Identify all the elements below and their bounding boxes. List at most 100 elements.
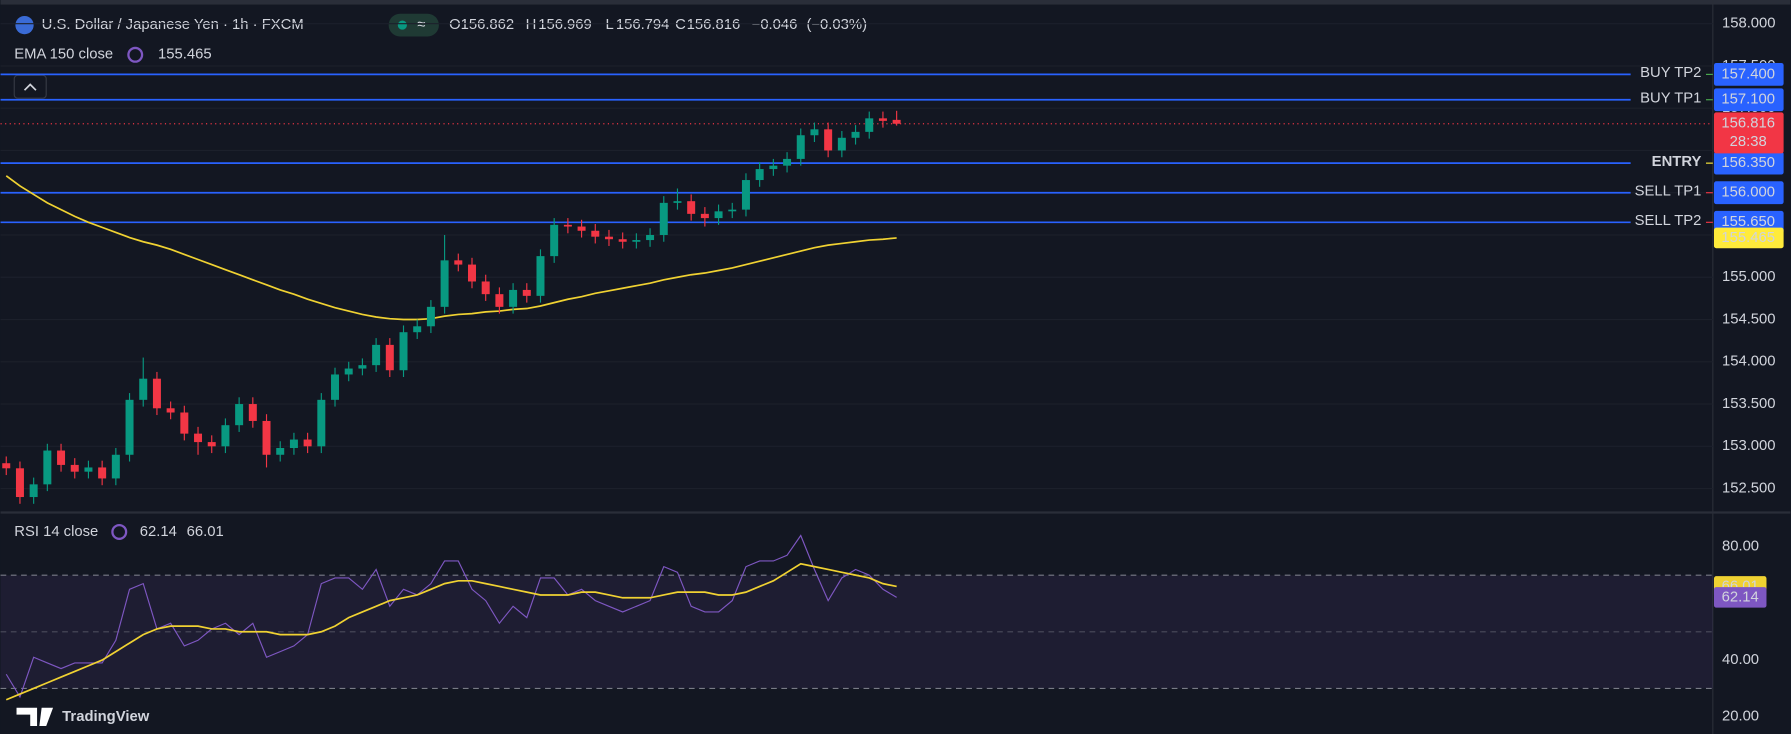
candle-body <box>358 365 367 369</box>
y-tick-label: 154.500 <box>1722 311 1776 327</box>
candle-body <box>413 326 422 333</box>
candle-body <box>152 378 161 409</box>
rsi-ma-value: 66.01 <box>187 524 224 540</box>
ema-price: 155.465 <box>1721 230 1775 246</box>
candle-body <box>878 118 887 121</box>
candle-body <box>235 404 244 426</box>
candle-body <box>741 180 750 210</box>
candle-body <box>824 129 833 151</box>
candle-body <box>331 374 340 400</box>
level-name: SELL TP1 <box>1635 184 1702 200</box>
candle-body <box>194 433 203 443</box>
candle-body <box>125 399 134 455</box>
candle-body <box>522 289 531 296</box>
y-tick-label: 80.00 <box>1722 539 1759 555</box>
indicator-line <box>5 562 897 701</box>
candle-body <box>440 260 449 307</box>
candle-body <box>289 439 298 449</box>
candle-body <box>276 448 285 455</box>
candle-body <box>659 202 668 235</box>
y-tick-label: 155.000 <box>1722 269 1776 285</box>
ohlc-value: 156.816 <box>687 17 741 33</box>
candle-body <box>618 239 627 242</box>
ohlc-letter: L <box>606 17 614 33</box>
level-price: 157.100 <box>1721 92 1775 108</box>
candle-body <box>43 450 52 485</box>
brand-logo <box>16 707 54 727</box>
candle-body <box>837 137 846 151</box>
level-price: 155.650 <box>1721 214 1775 230</box>
candle-body <box>769 165 778 170</box>
countdown: 28:38 <box>1730 134 1767 150</box>
ohlc-value: 156.862 <box>461 17 515 33</box>
candle-body <box>509 289 518 307</box>
y-tick-label: 20.00 <box>1722 709 1759 725</box>
rsi-legend: RSI 14 close <box>14 524 98 540</box>
level-price-box <box>1713 151 1784 175</box>
collapse-icon <box>23 83 37 91</box>
candle-body <box>15 468 24 498</box>
symbol-title: U.S. Dollar / Japanese Yen · 1h · FXCM <box>42 17 304 33</box>
candle-body <box>646 234 655 241</box>
candle-body <box>303 439 312 447</box>
collapse-button[interactable] <box>13 74 47 99</box>
candle-body <box>344 368 353 375</box>
market-status <box>388 13 439 37</box>
ohlc-value: 156.794 <box>616 17 670 33</box>
candle-body <box>687 201 696 214</box>
level-name: SELL TP2 <box>1635 213 1702 229</box>
candle-body <box>851 131 860 138</box>
ema-value: 155.465 <box>158 47 212 63</box>
candle-body <box>426 306 435 327</box>
ema-line <box>5 175 897 321</box>
candle-body <box>399 332 408 371</box>
top-border <box>0 0 1791 5</box>
last-price-box <box>1713 112 1784 154</box>
candle-body <box>84 467 93 472</box>
candle-body <box>550 224 559 257</box>
candle-body <box>221 425 230 447</box>
level-price-box <box>1713 88 1784 112</box>
status-dot <box>397 20 407 30</box>
indicator-icon <box>111 523 128 540</box>
candle-body <box>481 281 490 295</box>
y-tick-label: 153.000 <box>1722 438 1776 454</box>
brand-name: TradingView <box>62 709 150 725</box>
indicator-price-box <box>1713 587 1767 608</box>
candle-body <box>673 201 682 203</box>
level-price: 157.400 <box>1721 66 1775 82</box>
ohlc-value: 156.969 <box>538 17 592 33</box>
candle-body <box>57 450 66 465</box>
candle-body <box>591 230 600 237</box>
candle-body <box>180 412 189 434</box>
change-percent: (−0.03%) <box>806 17 867 33</box>
candle-body <box>207 442 216 447</box>
candle-body <box>563 224 572 227</box>
candle-body <box>700 213 709 219</box>
candle-body <box>262 420 271 455</box>
rsi-value: 62.14 <box>140 524 177 540</box>
candle-body <box>166 408 175 413</box>
ohlc-letter: H <box>526 17 537 33</box>
candle-body <box>248 404 257 421</box>
candle-body <box>317 399 326 447</box>
last-price: 156.816 <box>1721 116 1775 132</box>
status-wave: ≈ <box>417 17 425 33</box>
ohlc-letter: O <box>449 17 461 33</box>
indicator-price: 62.14 <box>1722 589 1759 605</box>
candle-body <box>467 264 476 282</box>
level-price: 156.350 <box>1721 155 1775 171</box>
candle-body <box>98 467 107 479</box>
y-tick-label: 40.00 <box>1722 652 1759 668</box>
candle-body <box>70 464 79 472</box>
candle-body <box>632 240 641 242</box>
level-price-box <box>1713 181 1784 205</box>
candle-body <box>796 135 805 159</box>
level-name: BUY TP2 <box>1640 65 1701 81</box>
y-tick-label: 154.000 <box>1722 354 1776 370</box>
y-tick-label: 153.500 <box>1722 396 1776 412</box>
ohlc-letter: C <box>675 17 686 33</box>
symbol-icon <box>15 15 34 35</box>
